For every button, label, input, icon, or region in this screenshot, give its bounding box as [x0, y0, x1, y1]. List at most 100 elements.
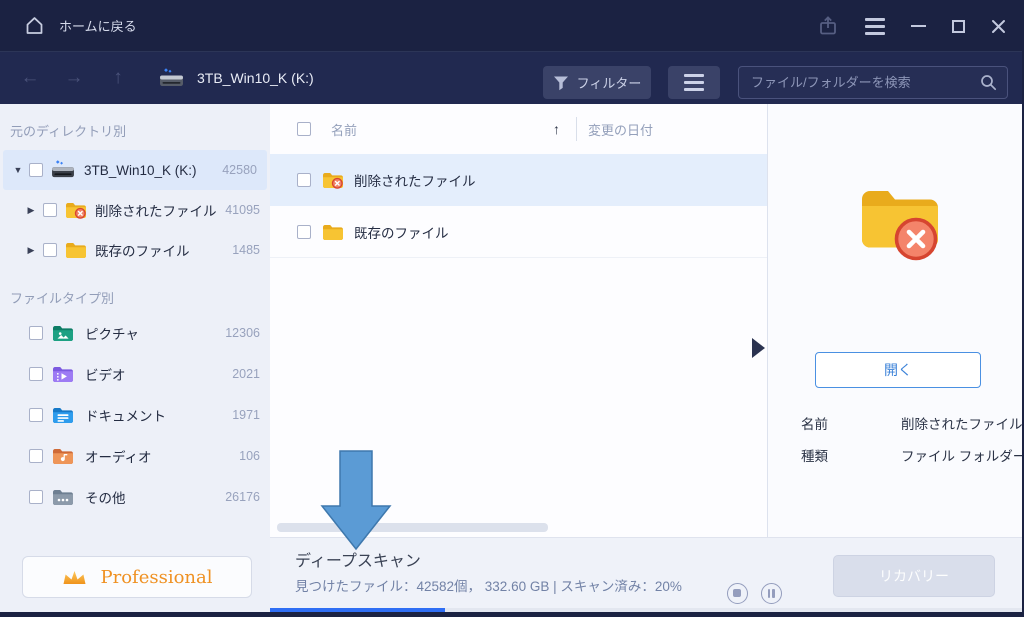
filetype-count: 2021 [232, 367, 260, 381]
stop-scan-button[interactable] [727, 583, 748, 604]
filetype-count: 26176 [225, 490, 260, 504]
filetype-item-pictures[interactable]: ピクチャ 12306 [0, 313, 270, 353]
deleted-folder-icon [322, 171, 344, 189]
pictures-folder-icon [52, 324, 74, 342]
search-input[interactable] [739, 75, 980, 90]
filetype-count: 106 [239, 449, 260, 463]
scan-progress-bar [270, 608, 1024, 612]
filetype-label: その他 [85, 491, 126, 506]
column-date-modified[interactable]: 変更の日付 [588, 122, 654, 138]
filetype-count: 1971 [232, 408, 260, 422]
tree-item-drive[interactable]: ▼ 3TB_Win10_K (K:) 42580 [3, 150, 267, 190]
drive-icon [50, 160, 76, 180]
deleted-folder-icon [65, 201, 87, 219]
recover-button[interactable]: リカバリー [833, 555, 995, 597]
filter-label: フィルター [576, 76, 642, 91]
documents-folder-icon [52, 406, 74, 424]
detail-value: ファイル フォルダー [901, 449, 1024, 464]
tree-item-count: 1485 [232, 243, 260, 257]
checkbox[interactable] [29, 490, 43, 504]
sort-ascending-icon[interactable]: ↑ [553, 121, 560, 137]
folder-icon [322, 223, 344, 241]
filetype-label: ピクチャ [85, 327, 139, 342]
detail-value: 削除されたファイル [901, 417, 1023, 432]
other-folder-icon [52, 488, 74, 506]
preview-panel: 開く 名前 削除されたファイル 種類 ファイル フォルダー [767, 104, 1024, 537]
list-header: 名前 ↑ 変更の日付 [270, 104, 767, 154]
recover-button-label: リカバリー [879, 568, 949, 584]
filetype-item-audio[interactable]: オーディオ 106 [0, 436, 270, 476]
professional-upgrade-button[interactable]: Professional [22, 556, 252, 598]
folder-icon [65, 241, 87, 259]
file-name: 削除されたファイル [354, 173, 476, 189]
horizontal-scrollbar[interactable] [277, 523, 548, 532]
professional-label: Professional [100, 566, 213, 588]
window-menu-icon[interactable] [865, 17, 885, 35]
checkbox[interactable] [29, 326, 43, 340]
checkbox[interactable] [29, 367, 43, 381]
forward-icon[interactable]: → [64, 67, 84, 88]
up-icon[interactable]: ↑ [113, 67, 123, 88]
home-icon [24, 15, 45, 36]
stop-icon [733, 589, 742, 598]
section-filetype-label: ファイルタイプ別 [10, 291, 115, 306]
open-button[interactable]: 開く [815, 352, 981, 388]
deep-scan-title: ディープスキャン [295, 553, 421, 570]
filetype-label: ドキュメント [85, 409, 166, 424]
drive-icon [158, 67, 185, 89]
title-bar: ホームに戻る [0, 0, 1024, 52]
home-label: ホームに戻る [59, 19, 137, 34]
export-icon[interactable] [817, 15, 839, 37]
checkbox[interactable] [297, 224, 311, 239]
deleted-folder-preview-icon [858, 186, 942, 269]
filetype-count: 12306 [225, 326, 260, 340]
back-to-home-button[interactable]: ホームに戻る [24, 15, 137, 36]
detail-label: 種類 [801, 449, 828, 464]
file-row-deleted-files[interactable]: 削除されたファイル [270, 154, 767, 206]
search-icon[interactable] [980, 74, 997, 91]
tree-item-label: 削除されたファイル [95, 204, 217, 219]
close-icon[interactable] [991, 19, 1006, 34]
filetype-item-documents[interactable]: ドキュメント 1971 [0, 395, 270, 435]
funnel-icon [553, 75, 569, 91]
current-location-label: 3TB_Win10_K (K:) [197, 70, 314, 86]
checkbox[interactable] [29, 163, 43, 177]
column-name[interactable]: 名前 [331, 122, 358, 138]
annotation-down-arrow [320, 450, 392, 557]
select-all-checkbox[interactable] [297, 122, 311, 136]
checkbox[interactable] [29, 408, 43, 422]
checkbox[interactable] [297, 172, 311, 187]
filetype-item-video[interactable]: ビデオ 2021 [0, 354, 270, 394]
checkbox[interactable] [29, 449, 43, 463]
checkbox[interactable] [43, 203, 57, 217]
tree-item-deleted-files[interactable]: ▶ 削除されたファイル 41095 [0, 190, 270, 230]
toolbar: ← → ↑ 3TB_Win10_K (K:) フィルター [0, 52, 1024, 104]
view-menu-button[interactable] [668, 66, 720, 99]
pause-scan-button[interactable] [761, 583, 782, 604]
scan-progress-fill [270, 608, 445, 612]
scan-stats: 見つけたファイル：42582個， 332.60 GB | スキャン済み：20% [295, 579, 682, 594]
detail-row-type: 種類 ファイル フォルダー [768, 445, 1024, 467]
menu-icon [684, 74, 704, 91]
back-icon[interactable]: ← [20, 67, 40, 88]
filter-button[interactable]: フィルター [543, 66, 651, 99]
sidebar: 元のディレクトリ別 ▼ 3TB_Win10_K (K:) 42580 ▶ [0, 104, 270, 612]
filetype-item-other[interactable]: その他 26176 [0, 477, 270, 517]
checkbox[interactable] [43, 243, 57, 257]
open-button-label: 開く [884, 362, 912, 378]
detail-row-name: 名前 削除されたファイル [768, 413, 1024, 435]
filetype-label: ビデオ [85, 368, 126, 383]
column-divider[interactable] [576, 117, 577, 141]
caret-expanded-icon[interactable]: ▼ [13, 165, 23, 175]
caret-collapsed-icon[interactable]: ▶ [27, 244, 35, 255]
tree-item-existing-files[interactable]: ▶ 既存のファイル 1485 [0, 230, 270, 270]
caret-collapsed-icon[interactable]: ▶ [27, 204, 35, 215]
window-right-edge [1022, 0, 1024, 617]
minimize-icon[interactable] [911, 25, 926, 27]
collapse-preview-icon[interactable] [752, 338, 765, 358]
maximize-icon[interactable] [952, 19, 965, 33]
file-row-existing-files[interactable]: 既存のファイル [270, 206, 767, 258]
scan-status-bar: ディープスキャン 見つけたファイル：42582個， 332.60 GB | スキ… [270, 537, 1024, 608]
file-name: 既存のファイル [354, 225, 449, 241]
